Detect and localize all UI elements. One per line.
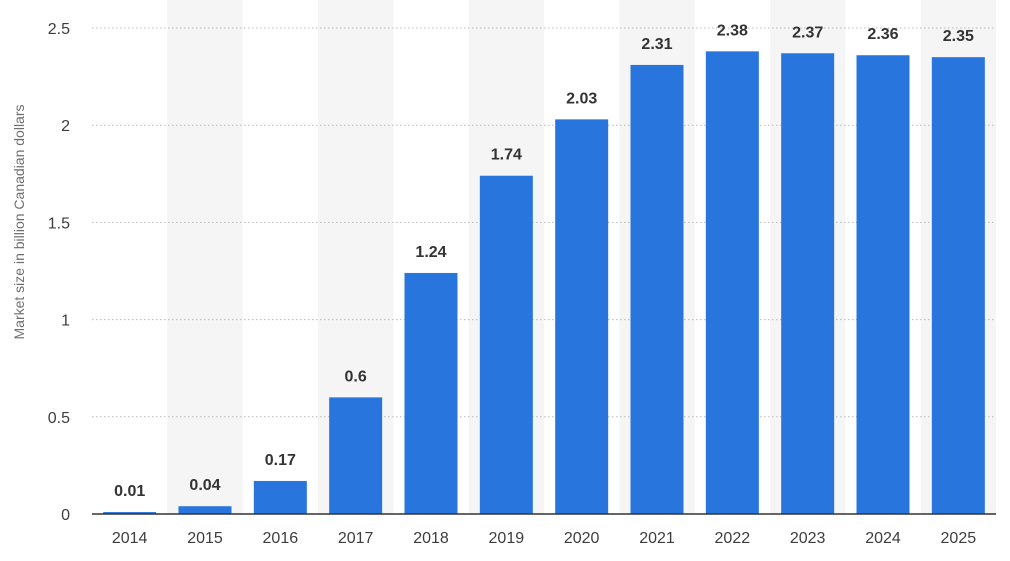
x-tick-label-2017: 2017 xyxy=(338,530,374,547)
data-label-2018: 1.24 xyxy=(415,244,446,261)
y-tick-label: 0 xyxy=(61,507,70,524)
bar-2018[interactable] xyxy=(404,272,458,514)
bar-2025[interactable] xyxy=(931,57,985,514)
x-tick-label-2022: 2022 xyxy=(715,530,751,547)
x-tick-label-2020: 2020 xyxy=(564,530,600,547)
bar-2019[interactable] xyxy=(479,175,533,514)
y-tick-label: 1 xyxy=(61,313,70,330)
x-tick-label-2023: 2023 xyxy=(790,530,826,547)
y-axis-ticks: 0 0.5 1 1.5 2 2.5 xyxy=(48,21,70,524)
bar-2021[interactable] xyxy=(630,64,684,514)
data-label-2019: 1.74 xyxy=(491,147,522,164)
bar-2024[interactable] xyxy=(856,55,910,514)
x-tick-label-2015: 2015 xyxy=(187,530,223,547)
bar-2014[interactable] xyxy=(103,512,157,514)
data-label-2020: 2.03 xyxy=(566,90,597,107)
x-tick-label-2019: 2019 xyxy=(489,530,525,547)
bar-2023[interactable] xyxy=(781,53,835,514)
x-tick-label-2014: 2014 xyxy=(112,530,148,547)
data-label-2025: 2.35 xyxy=(943,28,974,45)
x-tick-label-2025: 2025 xyxy=(941,530,977,547)
data-label-2015: 0.04 xyxy=(189,477,220,494)
data-label-2016: 0.17 xyxy=(265,452,296,469)
y-tick-label: 0.5 xyxy=(48,410,70,427)
y-axis-title: Market size in billion Canadian dollars xyxy=(11,104,27,339)
data-label-2022: 2.38 xyxy=(717,22,748,39)
bar-2020[interactable] xyxy=(555,119,609,515)
y-gridlines xyxy=(92,27,996,418)
y-tick-label: 2 xyxy=(61,118,70,135)
x-tick-label-2021: 2021 xyxy=(639,530,675,547)
data-label-2021: 2.31 xyxy=(641,36,672,53)
bar-2016[interactable] xyxy=(253,480,307,514)
y-tick-label: 2.5 xyxy=(48,21,70,38)
bar-2015[interactable] xyxy=(178,506,232,514)
x-tick-label-2018: 2018 xyxy=(413,530,449,547)
x-tick-label-2024: 2024 xyxy=(865,530,901,547)
bars-group xyxy=(103,51,985,515)
y-tick-label: 1.5 xyxy=(48,215,70,232)
data-labels-group: 0.01 0.04 0.17 0.6 1.24 1.74 2.03 2.31 2.38 2.37 2… xyxy=(114,22,974,500)
bar-2022[interactable] xyxy=(705,51,759,514)
background-band xyxy=(167,0,243,514)
data-label-2023: 2.37 xyxy=(792,24,823,41)
data-label-2017: 0.6 xyxy=(345,368,367,385)
bar-2017[interactable] xyxy=(329,397,383,514)
x-axis-ticks: 2014 2015 2016 2017 2018 2019 2020 2021 2022 2023… xyxy=(112,530,976,547)
data-label-2024: 2.36 xyxy=(867,26,898,43)
data-label-2014: 0.01 xyxy=(114,483,145,500)
x-tick-label-2016: 2016 xyxy=(263,530,299,547)
